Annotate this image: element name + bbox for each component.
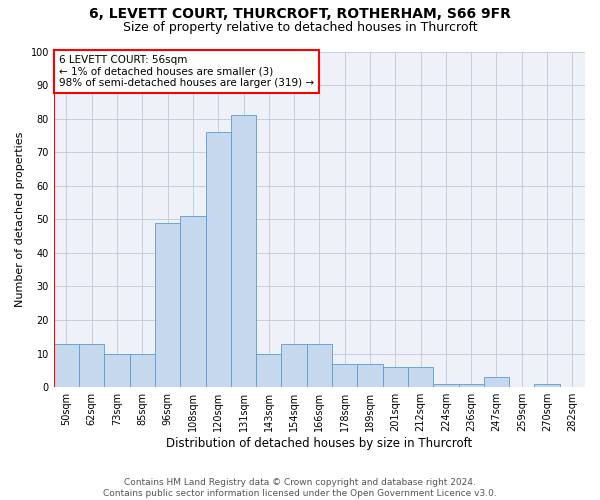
Text: Size of property relative to detached houses in Thurcroft: Size of property relative to detached ho… — [122, 21, 478, 34]
Bar — [206, 132, 231, 387]
Bar — [281, 344, 307, 387]
Bar — [180, 216, 206, 387]
Y-axis label: Number of detached properties: Number of detached properties — [15, 132, 25, 307]
Text: Contains HM Land Registry data © Crown copyright and database right 2024.
Contai: Contains HM Land Registry data © Crown c… — [103, 478, 497, 498]
Bar — [256, 354, 281, 387]
Bar — [307, 344, 332, 387]
Bar — [433, 384, 458, 387]
Bar — [383, 367, 408, 387]
Text: 6 LEVETT COURT: 56sqm
← 1% of detached houses are smaller (3)
98% of semi-detach: 6 LEVETT COURT: 56sqm ← 1% of detached h… — [59, 55, 314, 88]
Bar — [130, 354, 155, 387]
Bar — [358, 364, 383, 387]
Bar — [79, 344, 104, 387]
Bar — [484, 377, 509, 387]
Bar — [155, 222, 180, 387]
Bar — [231, 116, 256, 387]
Bar — [408, 367, 433, 387]
Bar — [535, 384, 560, 387]
Bar — [332, 364, 358, 387]
X-axis label: Distribution of detached houses by size in Thurcroft: Distribution of detached houses by size … — [166, 437, 473, 450]
Text: 6, LEVETT COURT, THURCROFT, ROTHERHAM, S66 9FR: 6, LEVETT COURT, THURCROFT, ROTHERHAM, S… — [89, 8, 511, 22]
Bar — [54, 344, 79, 387]
Bar — [104, 354, 130, 387]
Bar — [458, 384, 484, 387]
